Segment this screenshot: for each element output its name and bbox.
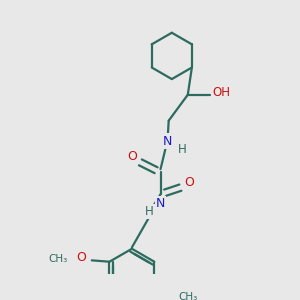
- Text: H: H: [145, 205, 154, 218]
- Text: CH₃: CH₃: [48, 254, 67, 264]
- Text: O: O: [184, 176, 194, 189]
- Text: N: N: [163, 135, 172, 148]
- Text: OH: OH: [212, 86, 230, 99]
- Text: O: O: [127, 150, 137, 164]
- Text: N: N: [156, 197, 165, 210]
- Text: O: O: [76, 251, 86, 264]
- Text: H: H: [178, 143, 187, 156]
- Text: CH₃: CH₃: [179, 292, 198, 300]
